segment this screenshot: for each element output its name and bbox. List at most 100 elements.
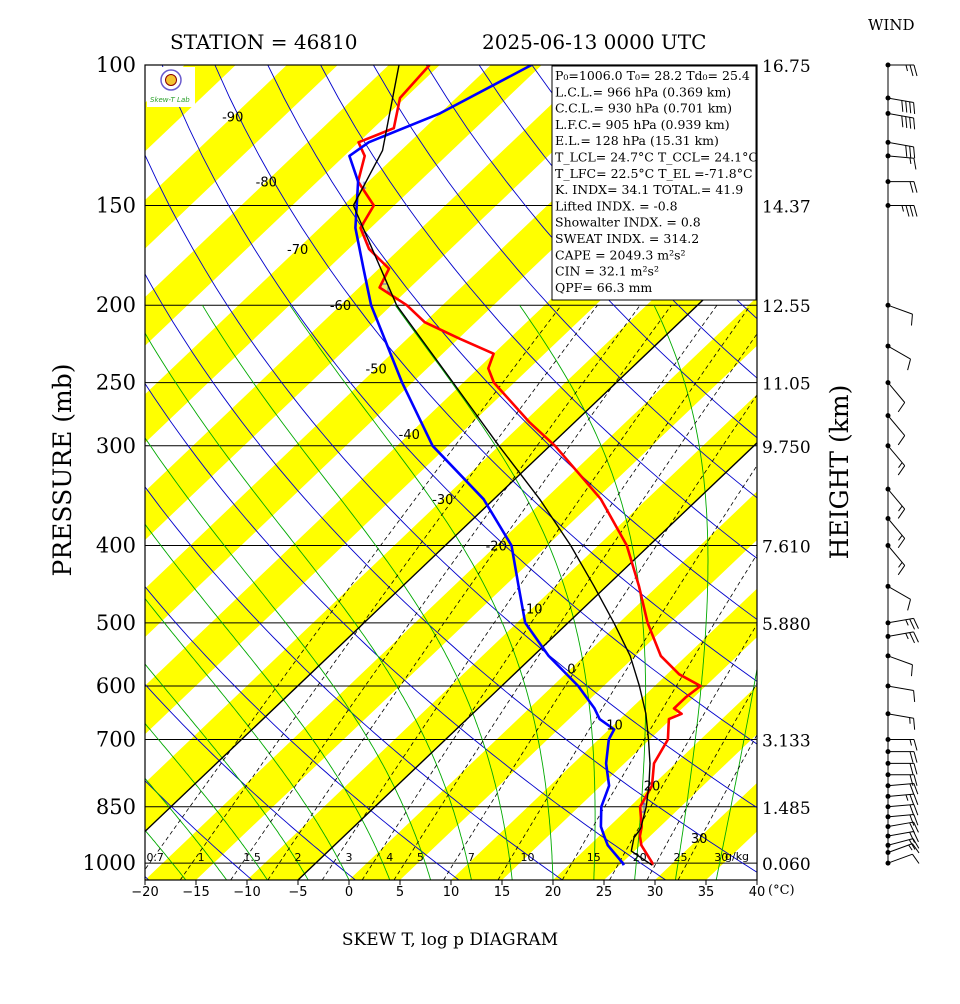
wind-barb-flag <box>914 718 915 729</box>
dry-adiabat <box>0 65 45 880</box>
height-tick-label: 12.55 <box>762 297 811 317</box>
height-axis: 16.7514.3712.5511.059.7507.6105.8803.133… <box>762 57 811 875</box>
x-tick-label: 35 <box>698 885 715 900</box>
stats-line: C.C.L.= 930 hPa (0.701 km) <box>555 101 732 116</box>
wind-barb-flag <box>914 804 918 815</box>
wind-barb-flag <box>914 103 915 114</box>
stats-line: L.F.C.= 905 hPa (0.939 km) <box>555 117 730 132</box>
x-tick-label: 15 <box>494 885 511 900</box>
wind-barb-flag <box>910 805 914 816</box>
wind-barb-flag <box>912 854 919 863</box>
x-tick-label: 40 <box>749 885 766 900</box>
wind-barb-flag <box>898 436 904 445</box>
mixing-ratio-label: 2 <box>295 851 302 864</box>
dry-adiabat <box>955 65 960 880</box>
stats-line: CIN = 32.1 m²s² <box>555 264 659 279</box>
wind-barb-flag <box>908 359 911 370</box>
wind-barb-half <box>899 535 903 540</box>
isotherm-label: -20 <box>486 539 507 554</box>
isotherm-label: -90 <box>222 110 243 125</box>
wind-barb-half <box>910 158 911 164</box>
logo: Skew-T Lab <box>147 67 195 107</box>
wind-barb <box>888 346 911 359</box>
isotherm-label: 20 <box>644 780 661 795</box>
pressure-tick-label: 600 <box>96 674 136 698</box>
pressure-tick-label: 400 <box>96 533 136 557</box>
mixing-ratio-label: 5 <box>417 851 424 864</box>
wind-barb <box>888 656 912 665</box>
wind-barb-flag <box>911 665 912 676</box>
x-unit-label: (°C) <box>768 883 795 898</box>
wind-barb-flag <box>910 619 915 629</box>
mixing-ratio-label: 0.7 <box>146 851 164 864</box>
wind-barb-flag <box>914 752 917 763</box>
datetime-label: 2025-06-13 0000 UTC <box>482 30 706 54</box>
isotherm-label: 10 <box>606 718 623 733</box>
wind-barb-flag <box>898 403 904 412</box>
wind-barb-half <box>910 739 912 745</box>
mixing-ratio-label: 3 <box>346 851 353 864</box>
pressure-tick-label: 200 <box>96 293 136 317</box>
wind-barb-flag <box>914 206 917 217</box>
isotherm-label: 30 <box>691 832 708 847</box>
height-tick-label: 1.485 <box>762 799 811 819</box>
wind-barb-half <box>899 506 903 511</box>
height-tick-label: 9.750 <box>762 438 811 458</box>
wind-barb-flag <box>910 102 911 113</box>
x-tick-label: −20 <box>131 885 158 900</box>
wind-barb-flag <box>914 65 917 76</box>
stats-line: T_LFC= 22.5°C T_EL =-71.8°C <box>555 166 753 181</box>
height-tick-label: 16.75 <box>762 57 811 77</box>
height-tick-label: 5.880 <box>762 615 811 635</box>
pressure-tick-label: 300 <box>96 434 136 458</box>
isotherm-label: -10 <box>521 603 542 618</box>
x-tick-label: 5 <box>396 885 404 900</box>
wind-barb-flag <box>910 65 913 76</box>
pressure-tick-label: 250 <box>96 371 136 395</box>
stats-line: QPF= 66.3 mm <box>555 280 652 295</box>
wind-barb <box>888 305 912 314</box>
wind-label: WIND <box>868 16 915 34</box>
wind-barb-flag <box>910 117 911 128</box>
x-tick-label: 0 <box>345 885 353 900</box>
height-tick-label: 14.37 <box>762 198 811 218</box>
wind-barb-flag <box>914 182 917 193</box>
wind-barb <box>888 416 905 436</box>
wind-barb-flag <box>914 147 915 158</box>
pressure-tick-label: 100 <box>96 53 136 77</box>
wind-barb-flag <box>906 145 907 156</box>
stats-line: CAPE = 2049.3 m²s² <box>555 247 686 262</box>
moist-adiabat <box>290 305 553 880</box>
wind-barb-flag <box>906 101 907 112</box>
height-tick-label: 7.610 <box>762 537 811 557</box>
pressure-tick-label: 500 <box>96 611 136 635</box>
wind-barb-flag <box>911 314 912 325</box>
wind-barb-flag <box>910 146 911 157</box>
mixing-ratio-label: 15 <box>587 851 601 864</box>
height-axis-title: HEIGHT (km) <box>825 385 854 560</box>
isotherm-label: -50 <box>366 362 387 377</box>
wind-barb-flag <box>910 752 913 763</box>
x-tick-label: 30 <box>647 885 664 900</box>
stats-line: E.L.= 128 hPa (15.31 km) <box>555 133 719 148</box>
mixing-ratio-label: 1 <box>198 851 205 864</box>
isotherm-label: -30 <box>432 493 453 508</box>
station-label: STATION = 46810 <box>170 30 358 54</box>
wind-barb-flag <box>914 794 918 805</box>
height-tick-label: 3.133 <box>762 731 811 751</box>
wind-barb-flag <box>914 618 919 628</box>
x-tick-label: 25 <box>596 885 613 900</box>
pressure-axis-title: PRESSURE (mb) <box>48 363 77 576</box>
stats-line: L.C.L.= 966 hPa (0.369 km) <box>555 84 731 99</box>
wind-barb-half <box>899 562 903 567</box>
isotherm-label: 0 <box>567 662 575 677</box>
mixing-ratio-line <box>562 305 916 880</box>
wind-barb <box>888 586 911 599</box>
stats-line: Lifted INDX. = -0.8 <box>555 198 678 213</box>
wind-barb <box>888 854 912 863</box>
